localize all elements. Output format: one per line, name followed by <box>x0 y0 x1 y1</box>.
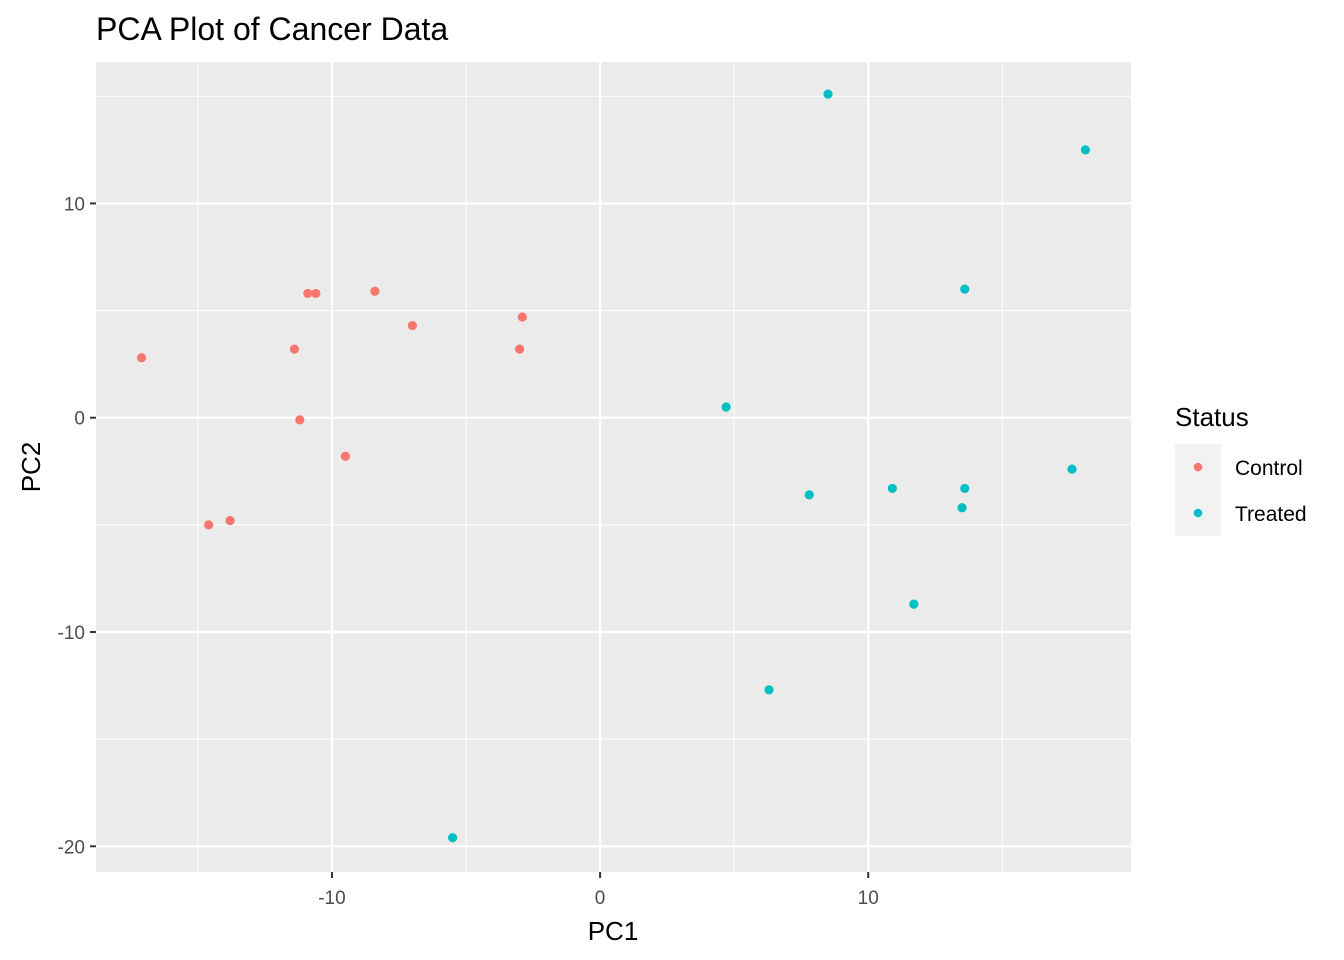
legend-key-control <box>1193 462 1203 472</box>
point-treated <box>1080 145 1091 155</box>
plot-panel <box>96 62 1131 872</box>
point-treated <box>823 89 833 99</box>
point-treated <box>721 402 731 412</box>
y-axis-title: PC2 <box>16 442 46 493</box>
point-control <box>303 288 313 299</box>
point-control <box>225 515 235 526</box>
point-treated <box>960 483 970 494</box>
y-tick-label: -20 <box>58 837 85 858</box>
point-control <box>407 320 417 331</box>
point-control <box>515 344 525 354</box>
legend-label-control: Control <box>1235 457 1303 480</box>
point-control <box>295 415 305 425</box>
point-treated <box>960 284 970 294</box>
point-treated <box>887 483 897 494</box>
legend-key-treated <box>1193 508 1203 518</box>
point-control <box>136 353 147 363</box>
x-tick-label: 0 <box>595 888 606 909</box>
point-control <box>204 520 214 530</box>
point-treated <box>764 685 774 695</box>
point-treated <box>804 490 814 500</box>
grid-lines <box>96 62 1131 872</box>
point-control <box>370 286 380 296</box>
data-points <box>136 89 1091 843</box>
x-tick-label: -10 <box>318 888 345 909</box>
x-tick-label: 10 <box>858 888 879 909</box>
point-treated <box>909 599 919 609</box>
point-control <box>289 344 300 354</box>
chart-title: PCA Plot of Cancer Data <box>96 11 448 47</box>
legend: Status Control Treated <box>1175 402 1307 536</box>
legend-title: Status <box>1175 402 1249 432</box>
legend-label-treated: Treated <box>1235 503 1307 526</box>
y-tick-label: 10 <box>64 194 85 215</box>
point-control <box>311 288 321 299</box>
point-treated <box>448 833 458 843</box>
point-treated <box>1067 464 1077 474</box>
y-tick-label: 0 <box>74 409 85 430</box>
point-control <box>517 312 527 322</box>
x-axis-title: PC1 <box>588 916 639 946</box>
point-control <box>340 451 350 461</box>
y-tick-label: -10 <box>58 623 85 644</box>
point-treated <box>957 503 967 513</box>
axis-ticks: -10 0 10 -20 -10 0 10 <box>58 194 879 909</box>
